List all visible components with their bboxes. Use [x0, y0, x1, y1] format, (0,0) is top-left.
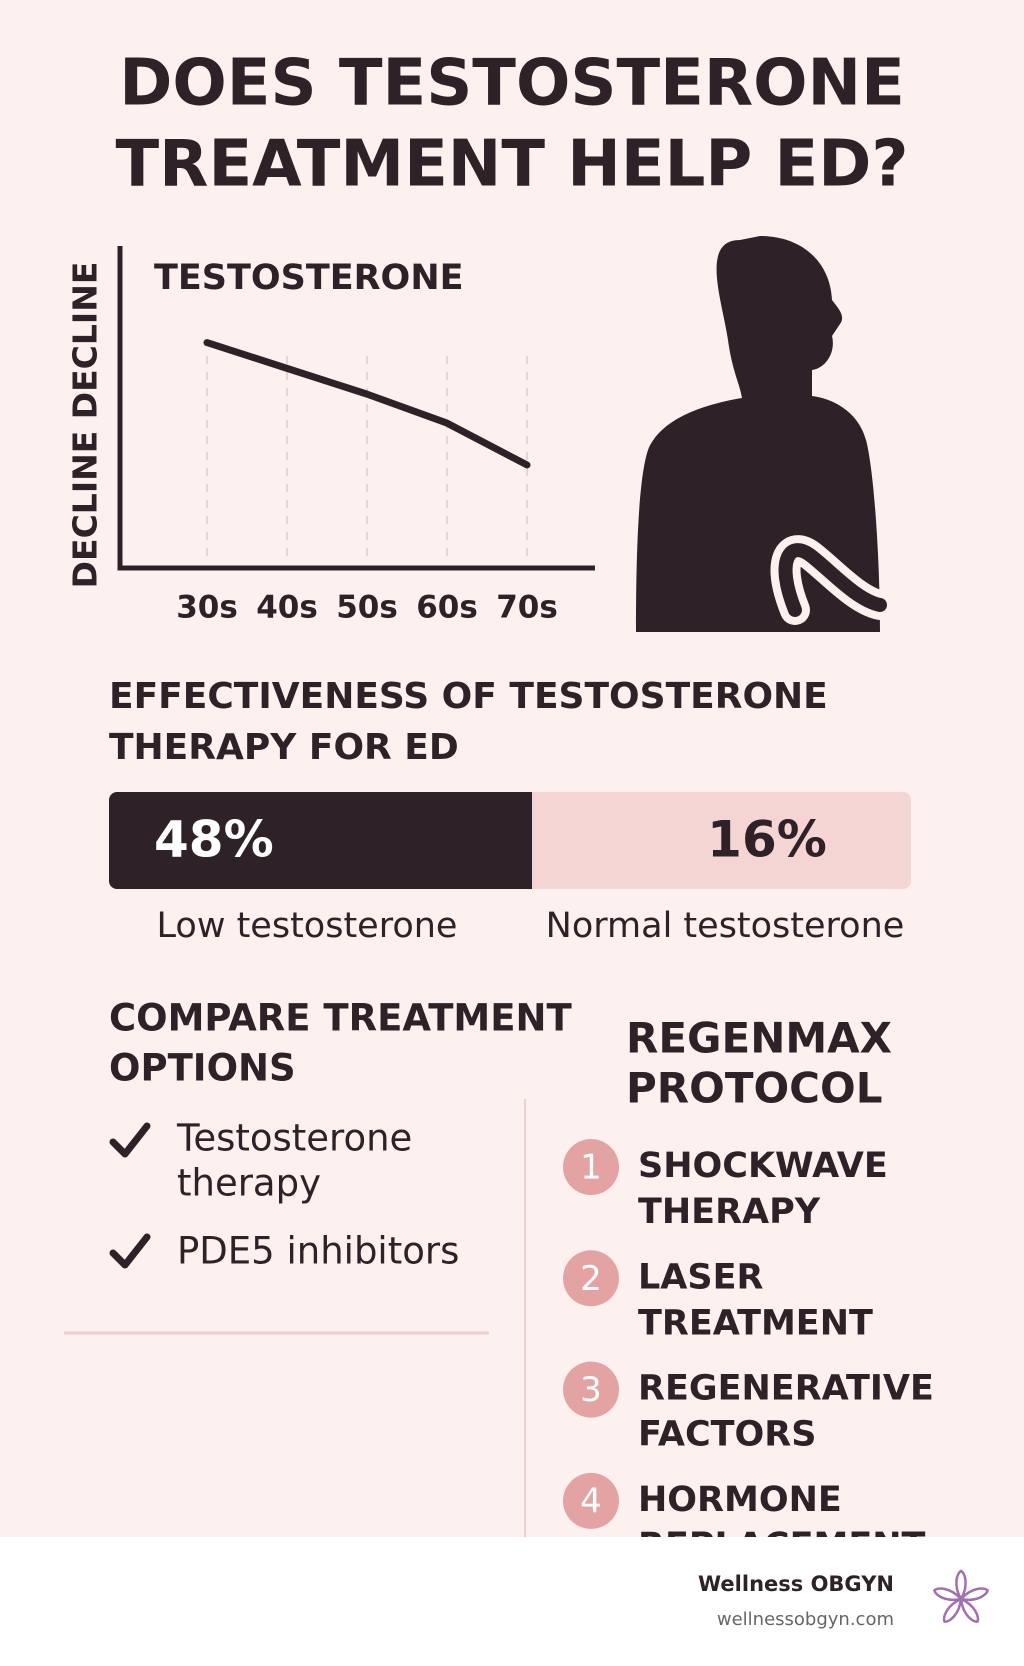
- section-title: EFFECTIVENESS OF TESTOSTERONE: [109, 676, 828, 717]
- bar-caption: Normal testosterone: [546, 906, 905, 946]
- bar-value: 16%: [707, 811, 827, 869]
- bar-low: [109, 792, 532, 889]
- title: TREATMENT HELP ED?: [116, 128, 909, 202]
- step-text: REGENERATIVE: [638, 1369, 934, 1409]
- step-badge: [563, 1139, 619, 1195]
- step-number: 4: [580, 1481, 602, 1521]
- step-text: HORMONE: [638, 1480, 842, 1520]
- check-icon: [109, 1233, 151, 1269]
- step-text: SHOCKWAVE: [638, 1146, 888, 1186]
- x-tick-label: 60s: [416, 590, 478, 626]
- line: [203, 339, 531, 469]
- option: therapy: [177, 1162, 321, 1205]
- x-tick-label: 70s: [496, 590, 558, 626]
- line-chart: DECLINE DECLINE TESTOSTERONE 30s 40s 50s 60s 7…: [66, 246, 595, 626]
- logo: [933, 1569, 989, 1623]
- step-badge: [563, 1472, 619, 1529]
- step-number: 2: [580, 1259, 602, 1299]
- axis: [117, 246, 595, 571]
- check-icon: [109, 1122, 151, 1158]
- section-title: PROTOCOL: [626, 1064, 882, 1113]
- section-title: REGENMAX: [626, 1014, 892, 1063]
- step-text: FACTORS: [638, 1415, 816, 1455]
- footer-brand: Wellness OBGYN: [698, 1572, 894, 1596]
- step-text: LASER: [638, 1257, 764, 1297]
- bar-caption: Low testosterone: [157, 906, 458, 946]
- bar-value: 48%: [154, 811, 274, 869]
- step-text: TREATMENT: [638, 1303, 873, 1343]
- x-tick-label: 50s: [336, 590, 398, 626]
- chart-title: TESTOSTERONE: [154, 258, 464, 298]
- step-badge: [563, 1361, 619, 1418]
- y-axis-label: DECLINE DECLINE: [66, 262, 105, 589]
- step-number: 1: [580, 1148, 602, 1188]
- footer: [0, 1537, 1024, 1666]
- silhouette-body: [636, 236, 880, 632]
- title: DOES TESTOSTERONE: [119, 47, 905, 121]
- silhouette: [636, 236, 895, 632]
- x-tick-label: 40s: [256, 590, 318, 626]
- section-title: COMPARE TREATMENT: [109, 997, 572, 1040]
- section-title: THERAPY FOR ED: [109, 727, 459, 768]
- x-tick-label: 30s: [176, 590, 238, 626]
- footer-url: wellnessobgyn.com: [717, 1609, 894, 1630]
- section-title: OPTIONS: [109, 1047, 296, 1090]
- option: PDE5 inhibitors: [177, 1230, 459, 1273]
- silhouette-curve: [778, 543, 887, 617]
- step-number: 3: [580, 1370, 602, 1410]
- option: Testosterone: [176, 1117, 412, 1160]
- step-badge: [563, 1250, 619, 1307]
- step-text: THERAPY: [638, 1192, 821, 1232]
